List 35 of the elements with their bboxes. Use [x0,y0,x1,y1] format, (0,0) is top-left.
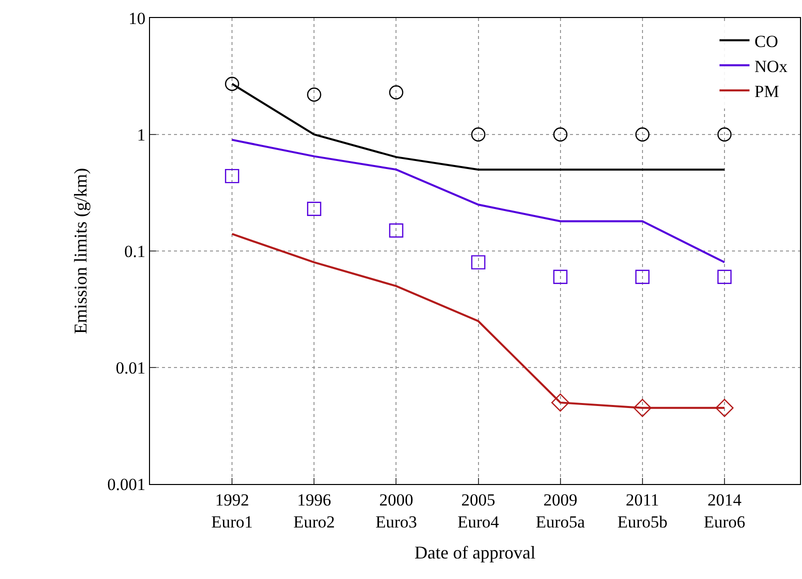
line-series [231,138,726,264]
point [224,76,240,91]
point [633,398,652,417]
x-tick-label: 2000 Euro3 [375,490,417,532]
legend-label: PM [754,82,780,102]
legend-label: CO [754,32,778,51]
point [715,398,734,417]
x-tick-label: 1996 Euro2 [293,490,335,532]
legend-label: NOx [754,56,788,76]
x-tick-label: 1992 Euro1 [211,490,253,532]
point [635,127,650,142]
point [717,127,732,142]
y-tick-label: 0.1 [124,242,146,261]
point [635,270,650,284]
x-tick-label: 2014 Euro6 [704,490,746,532]
x-tick-label: 2005 Euro4 [458,490,500,532]
point [471,255,486,270]
y-tick-label: 1 [137,125,146,144]
x-axis-title: Date of approval [414,542,536,563]
point [389,85,404,100]
x-tick-label: 2011 Euro5b [617,490,668,532]
point [389,223,404,238]
y-tick-label: 0.01 [116,358,146,378]
x-tick-label: 2009 Euro5a [536,490,586,532]
point [307,202,322,216]
point [553,127,568,142]
y-tick-label: 10 [128,8,146,28]
point [471,127,486,142]
point [717,270,732,284]
point [224,168,240,184]
point [551,394,570,412]
y-tick-label: 0.001 [107,474,146,494]
point [307,88,322,102]
y-axis-title: Emission limits (g/km) [70,168,90,334]
point [553,270,568,284]
